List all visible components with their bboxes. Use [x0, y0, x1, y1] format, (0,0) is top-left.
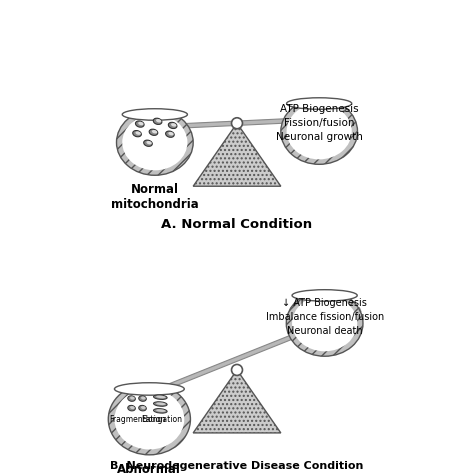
Ellipse shape	[156, 410, 165, 412]
Ellipse shape	[128, 396, 136, 401]
Ellipse shape	[154, 409, 167, 413]
Ellipse shape	[138, 122, 144, 125]
Ellipse shape	[287, 103, 352, 159]
Ellipse shape	[152, 130, 157, 134]
Ellipse shape	[141, 406, 146, 409]
Ellipse shape	[149, 129, 158, 136]
Ellipse shape	[114, 383, 184, 395]
Ellipse shape	[128, 405, 136, 411]
Polygon shape	[193, 370, 281, 433]
Ellipse shape	[139, 405, 146, 411]
Ellipse shape	[231, 118, 243, 129]
Ellipse shape	[156, 396, 165, 398]
Text: B. Neurodegenerative Disease Condition: B. Neurodegenerative Disease Condition	[110, 461, 364, 471]
Text: Elongation: Elongation	[141, 415, 182, 424]
Ellipse shape	[154, 395, 167, 400]
Text: Fragmentation: Fragmentation	[109, 415, 165, 424]
Ellipse shape	[153, 118, 162, 125]
Ellipse shape	[156, 119, 161, 122]
Ellipse shape	[231, 365, 243, 375]
Ellipse shape	[108, 383, 191, 455]
Ellipse shape	[292, 290, 357, 301]
Ellipse shape	[154, 402, 167, 406]
Text: A. Normal Condition: A. Normal Condition	[162, 218, 312, 231]
Ellipse shape	[122, 115, 187, 170]
Ellipse shape	[292, 295, 357, 351]
Ellipse shape	[281, 99, 357, 164]
Ellipse shape	[141, 396, 146, 400]
Ellipse shape	[136, 121, 144, 127]
Text: Normal
mitochondria: Normal mitochondria	[111, 183, 199, 211]
Ellipse shape	[136, 131, 141, 135]
Ellipse shape	[133, 130, 141, 137]
Polygon shape	[122, 116, 352, 131]
Polygon shape	[193, 123, 281, 186]
Polygon shape	[113, 308, 361, 410]
Ellipse shape	[171, 123, 176, 127]
Text: ↓ ATP Biogenesis
Imbalance fission/fusion
Neuronal death: ↓ ATP Biogenesis Imbalance fission/fusio…	[265, 298, 384, 336]
Ellipse shape	[117, 109, 193, 175]
Text: ATP Biogenesis
Fission/fusion
Neuronal growth: ATP Biogenesis Fission/fusion Neuronal g…	[276, 104, 363, 142]
Ellipse shape	[168, 122, 177, 128]
Ellipse shape	[122, 109, 187, 120]
Ellipse shape	[130, 396, 135, 400]
Ellipse shape	[165, 131, 174, 137]
Ellipse shape	[156, 402, 165, 405]
Ellipse shape	[168, 132, 173, 136]
Ellipse shape	[130, 406, 135, 409]
Ellipse shape	[286, 291, 363, 356]
Text: Abnormal
mitochondria: Abnormal mitochondria	[106, 463, 193, 474]
Ellipse shape	[287, 98, 352, 109]
Ellipse shape	[139, 396, 146, 401]
Ellipse shape	[144, 140, 152, 146]
Ellipse shape	[114, 389, 184, 449]
Ellipse shape	[146, 141, 152, 145]
